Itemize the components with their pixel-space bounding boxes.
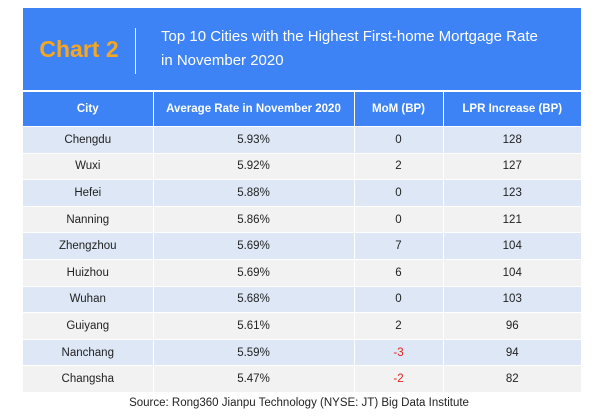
table-row: Chengdu 5.93% 0 128 [23, 126, 581, 154]
chart-title: Top 10 Cities with the Highest First-hom… [161, 25, 571, 73]
rate-cell: 5.47% [152, 365, 354, 392]
mom-cell: -3 [353, 338, 443, 366]
lpr-cell: 128 [442, 126, 581, 154]
mom-cell: 0 [353, 179, 443, 207]
chart-title-line-2: in November 2020 [161, 52, 284, 69]
city-cell: Wuhan [23, 285, 153, 313]
mom-cell: 2 [353, 312, 443, 340]
city-cell: Huizhou [23, 258, 153, 287]
column-header-lpr-increase: LPR Increase (BP) [442, 90, 581, 127]
city-cell: Nanning [23, 205, 153, 233]
column-header-mom: MoM (BP) [353, 90, 443, 127]
lpr-cell: 104 [442, 232, 581, 260]
rate-cell: 5.68% [152, 285, 354, 313]
city-cell: Zhengzhou [23, 232, 153, 260]
lpr-cell: 123 [442, 179, 581, 207]
lpr-cell: 94 [442, 338, 581, 366]
city-cell: Chengdu [23, 126, 153, 154]
column-header-average-rate: Average Rate in November 2020 [152, 90, 354, 127]
header-divider [135, 28, 136, 74]
rate-cell: 5.93% [152, 126, 354, 154]
chart-title-line-1: Top 10 Cities with the Highest First-hom… [161, 28, 538, 45]
table-row: Wuhan 5.68% 0 103 [23, 285, 581, 313]
city-cell: Changsha [23, 365, 153, 392]
city-cell: Wuxi [23, 152, 153, 180]
table-row: Zhengzhou 5.69% 7 104 [23, 232, 581, 260]
table-row: Changsha 5.47% -2 82 [23, 365, 581, 392]
table-row: Hefei 5.88% 0 123 [23, 179, 581, 207]
column-header-city: City [23, 90, 153, 127]
rate-cell: 5.69% [152, 232, 354, 260]
table-row: Nanchang 5.59% -3 94 [23, 338, 581, 366]
chart-header: Chart 2 Top 10 Cities with the Highest F… [23, 8, 581, 90]
chart-label: Chart 2 [39, 35, 119, 62]
mom-cell: 0 [353, 205, 443, 233]
mom-cell: 6 [353, 258, 443, 287]
table-body: Chengdu 5.93% 0 128 Wuxi 5.92% 2 127 Hefei 5.88% 0… [23, 126, 581, 392]
mom-cell: 0 [353, 285, 443, 313]
city-cell: Hefei [23, 179, 153, 207]
rate-cell: 5.61% [152, 312, 354, 340]
table-row: Guiyang 5.61% 2 96 [23, 312, 581, 340]
table-row: Wuxi 5.92% 2 127 [23, 152, 581, 180]
rate-cell: 5.92% [152, 152, 354, 180]
table-row: Nanning 5.86% 0 121 [23, 205, 581, 233]
rate-cell: 5.59% [152, 338, 354, 366]
city-cell: Guiyang [23, 312, 153, 340]
rate-cell: 5.69% [152, 258, 354, 287]
data-table: City Average Rate in November 2020 MoM (… [23, 90, 581, 392]
chart-frame: Chart 2 Top 10 Cities with the Highest F… [23, 8, 581, 392]
source-note: Source: Rong360 Jianpu Technology (NYSE:… [129, 397, 469, 409]
rate-cell: 5.88% [152, 179, 354, 207]
lpr-cell: 127 [442, 152, 581, 180]
lpr-cell: 103 [442, 285, 581, 313]
city-cell: Nanchang [23, 338, 153, 366]
lpr-cell: 82 [442, 365, 581, 392]
rate-cell: 5.86% [152, 205, 354, 233]
mom-cell: 7 [353, 232, 443, 260]
mom-cell: 0 [353, 126, 443, 154]
mom-cell: 2 [353, 152, 443, 180]
lpr-cell: 121 [442, 205, 581, 233]
table-header-row: City Average Rate in November 2020 MoM (… [23, 90, 581, 127]
lpr-cell: 104 [442, 258, 581, 287]
mom-cell: -2 [353, 365, 443, 392]
lpr-cell: 96 [442, 312, 581, 340]
table-row: Huizhou 5.69% 6 104 [23, 258, 581, 287]
